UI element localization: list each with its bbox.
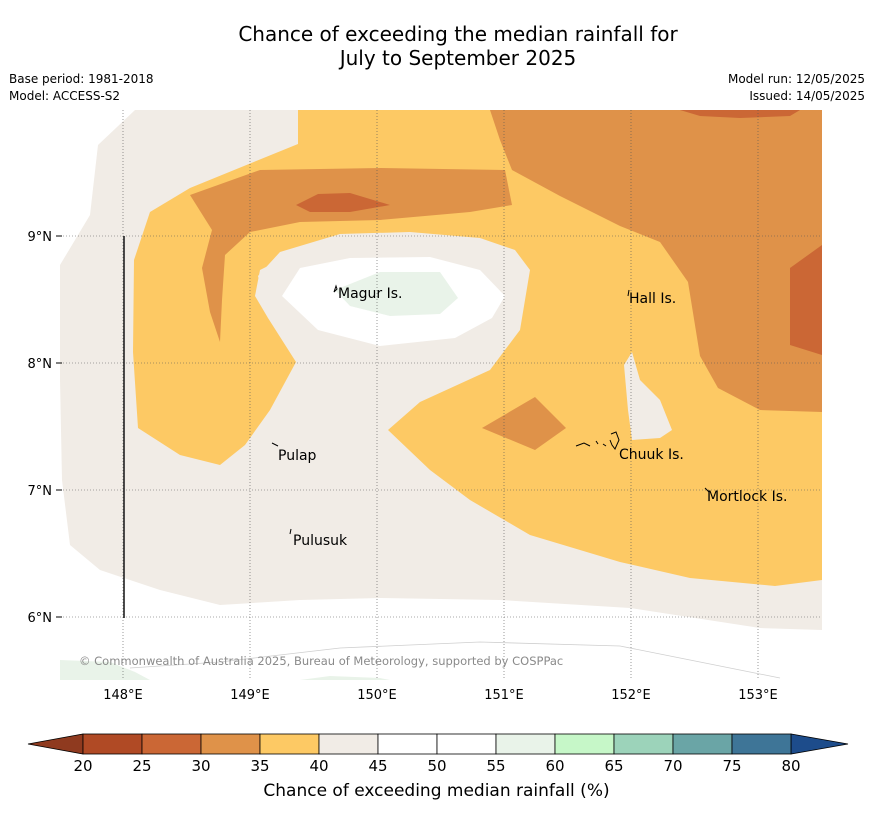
map-title-line-1: Chance of exceeding the median rainfall … bbox=[238, 22, 678, 46]
colorbar-tick-label: 55 bbox=[486, 757, 505, 775]
rainfall-map bbox=[60, 110, 822, 680]
colorbar-cell bbox=[436, 733, 497, 755]
label-mortlock: Mortlock Is. bbox=[707, 489, 787, 505]
colorbar-tick-label: 45 bbox=[368, 757, 387, 775]
lon-tick-label: 152°E bbox=[611, 688, 651, 703]
colorbar-tick-labels: 20 25 30 35 40 45 50 55 60 65 70 75 80 bbox=[73, 757, 800, 775]
contour-30-35-chuuk bbox=[482, 397, 566, 450]
contour-25-30-east bbox=[790, 245, 822, 355]
contour-25-30-west bbox=[296, 193, 390, 212]
colorbar-cell bbox=[82, 733, 143, 755]
colorbar-high-extension bbox=[790, 733, 849, 755]
contour-20-25-north bbox=[680, 110, 800, 118]
map-title-line-2: July to September 2025 bbox=[339, 46, 577, 70]
colorbar-cell bbox=[495, 733, 556, 755]
model-name: Model: ACCESS-S2 bbox=[9, 89, 121, 103]
colorbar-tick-label: 35 bbox=[250, 757, 269, 775]
issued-date: Issued: 14/05/2025 bbox=[749, 89, 865, 103]
label-pulap: Pulap bbox=[278, 448, 317, 464]
meta-right: Model run: 12/05/2025 Issued: 14/05/2025 bbox=[728, 71, 865, 105]
colorbar-title: Chance of exceeding median rainfall (%) bbox=[263, 781, 610, 801]
map-title: Chance of exceeding the median rainfall … bbox=[0, 22, 873, 70]
lon-gridlines bbox=[122, 110, 759, 680]
contour-30-35-west bbox=[190, 168, 512, 342]
colorbar-tick-label: 70 bbox=[663, 757, 682, 775]
lat-tick-labels: 9°N 8°N 7°N 6°N bbox=[28, 230, 53, 626]
colorbar-cell bbox=[259, 733, 320, 755]
southern-contour-line bbox=[129, 641, 781, 679]
lon-tick-label: 148°E bbox=[103, 688, 143, 703]
lon-tick-labels: 148°E 149°E 150°E 151°E 152°E 153°E bbox=[103, 688, 778, 703]
colorbar-tick-label: 65 bbox=[604, 757, 623, 775]
label-chuuk: Chuuk Is. bbox=[619, 447, 684, 463]
colorbar-cell bbox=[554, 733, 615, 755]
copyright-note: © Commonwealth of Australia 2025, Bureau… bbox=[79, 654, 563, 668]
mortlock-island-shape bbox=[704, 487, 710, 493]
magur-island-shape bbox=[333, 284, 338, 293]
label-hall: Hall Is. bbox=[629, 291, 676, 307]
contour-55-60-south-west bbox=[60, 660, 150, 680]
lat-tick-label: 8°N bbox=[28, 357, 53, 372]
contour-40-45-hall bbox=[624, 352, 672, 440]
contour-30-35-north bbox=[490, 110, 822, 412]
lat-gridlines bbox=[60, 235, 822, 618]
colorbar-cells bbox=[82, 733, 792, 755]
contour-55-60-magur bbox=[335, 272, 458, 316]
colorbar-tick-label: 80 bbox=[781, 757, 800, 775]
colorbar-tick-label: 30 bbox=[191, 757, 210, 775]
lat-tick-label: 9°N bbox=[28, 230, 53, 245]
lat-tick-label: 7°N bbox=[28, 484, 53, 499]
island-outlines bbox=[271, 284, 710, 535]
colorbar-cell bbox=[200, 733, 261, 755]
colorbar-tick-label: 60 bbox=[545, 757, 564, 775]
colorbar-tick-label: 25 bbox=[132, 757, 151, 775]
lat-tick-label: 6°N bbox=[28, 611, 53, 626]
colorbar-cell bbox=[141, 733, 202, 755]
colorbar-tick-label: 20 bbox=[73, 757, 92, 775]
colorbar-cell bbox=[318, 733, 379, 755]
label-pulusuk: Pulusuk bbox=[293, 533, 348, 549]
chuuk-lagoon-shape bbox=[575, 431, 620, 450]
colorbar-tick-label: 40 bbox=[309, 757, 328, 775]
colorbar-tick-label: 75 bbox=[722, 757, 741, 775]
colorbar-cell bbox=[613, 733, 674, 755]
model-run: Model run: 12/05/2025 bbox=[727, 72, 865, 86]
colorbar: 20 25 30 35 40 45 50 55 60 65 70 75 80 bbox=[27, 733, 849, 775]
pulap-island-shape bbox=[271, 442, 279, 447]
base-period: Base period: 1981-2018 bbox=[9, 72, 154, 86]
colorbar-low-extension bbox=[27, 733, 84, 755]
colorbar-cell bbox=[731, 733, 792, 755]
lon-tick-label: 153°E bbox=[738, 688, 778, 703]
hall-island-shape bbox=[627, 289, 630, 297]
lon-tick-label: 149°E bbox=[230, 688, 270, 703]
colorbar-tick-label: 50 bbox=[427, 757, 446, 775]
label-magur: Magur Is. bbox=[338, 286, 403, 302]
lon-tick-label: 150°E bbox=[357, 688, 397, 703]
pulusuk-island-shape bbox=[289, 528, 292, 535]
colorbar-cell bbox=[672, 733, 733, 755]
colorbar-cell bbox=[377, 733, 438, 755]
lon-tick-label: 151°E bbox=[484, 688, 524, 703]
contour-55-60-south bbox=[300, 676, 390, 680]
lat-ticks bbox=[56, 235, 62, 618]
meta-left: Base period: 1981-2018 Model: ACCESS-S2 bbox=[9, 71, 154, 105]
